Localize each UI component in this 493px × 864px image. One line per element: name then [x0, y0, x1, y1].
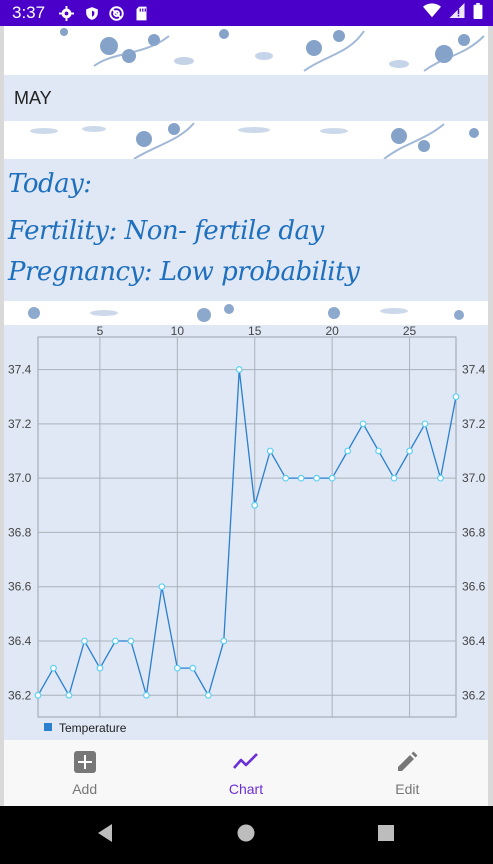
legend-swatch [44, 723, 52, 731]
data-point [175, 665, 181, 671]
pregnancy-status: Pregnancy: Low probability [8, 257, 359, 287]
data-point [252, 502, 258, 508]
nav-edit-label: Edit [395, 781, 419, 797]
data-point [267, 448, 273, 454]
data-point [159, 584, 165, 590]
fertility-status: Fertility: Non- fertile day [8, 216, 324, 246]
data-point [422, 421, 428, 427]
pencil-icon [395, 750, 419, 777]
legend-label: Temperature [59, 721, 127, 735]
x-tick-label: 25 [403, 325, 417, 338]
sd-card-icon [134, 6, 149, 21]
y-tick-label-right: 37.0 [462, 471, 486, 485]
y-tick-label-left: 37.0 [8, 471, 32, 485]
back-button[interactable] [85, 806, 125, 864]
x-tick-label: 10 [171, 325, 185, 338]
gear-icon [59, 6, 74, 21]
data-point [205, 692, 211, 698]
system-navigation-bar [0, 806, 493, 864]
data-point [113, 638, 119, 644]
y-tick-label-right: 36.8 [462, 525, 486, 539]
x-tick-label: 15 [248, 325, 262, 338]
no-signal-icon [449, 3, 465, 23]
data-point [97, 665, 103, 671]
nav-edit[interactable]: Edit [327, 740, 488, 806]
scroll-edge [488, 26, 493, 806]
y-tick-label-left: 36.2 [8, 688, 32, 702]
y-tick-label-left: 37.2 [8, 417, 32, 431]
y-tick-label-left: 36.4 [8, 634, 32, 648]
y-tick-label-left: 37.4 [8, 363, 32, 377]
data-point [82, 638, 88, 644]
data-point [283, 475, 289, 481]
temperature-chart[interactable]: 5 10 15 20 25 36.2 36.2 36.4 36.4 36.6 36.6 36.8 36.… [4, 325, 488, 740]
y-tick-label-left: 36.6 [8, 580, 32, 594]
floral-banner-middle [4, 121, 488, 159]
month-bar[interactable]: MAY [4, 75, 488, 121]
nav-add-label: Add [72, 781, 97, 797]
data-point [360, 421, 366, 427]
recents-button[interactable] [366, 806, 406, 864]
data-point [407, 448, 413, 454]
battery-icon [473, 3, 483, 24]
status-time: 3:37 [12, 3, 45, 23]
data-point [345, 448, 351, 454]
data-point [438, 475, 444, 481]
today-label: Today: [8, 169, 92, 199]
data-point [391, 475, 397, 481]
data-point [314, 475, 320, 481]
x-tick-label: 5 [97, 325, 104, 338]
fertility-info-panel: Today: Fertility: Non- fertile day Pregn… [4, 159, 488, 301]
bottom-navigation: Add Chart Edit [4, 740, 488, 806]
month-label: MAY [14, 88, 52, 109]
data-point [298, 475, 304, 481]
data-point [221, 638, 227, 644]
nav-chart[interactable]: Chart [165, 740, 326, 806]
home-button[interactable] [226, 806, 266, 864]
status-bar: 3:37 [0, 0, 493, 26]
y-tick-label-right: 36.4 [462, 634, 486, 648]
y-tick-label-right: 37.2 [462, 417, 486, 431]
home-circle-icon [236, 823, 256, 848]
data-point [35, 692, 41, 698]
plot-frame [38, 337, 456, 717]
data-point [66, 692, 72, 698]
add-box-icon [73, 750, 97, 777]
status-right-group [423, 0, 483, 26]
data-point [329, 475, 335, 481]
recents-square-icon [377, 824, 395, 847]
data-point [144, 692, 150, 698]
data-point [236, 367, 242, 373]
y-tick-label-left: 36.8 [8, 525, 32, 539]
shield-icon [84, 6, 99, 21]
x-tick-label: 20 [325, 325, 339, 338]
data-point [453, 394, 459, 400]
back-triangle-icon [96, 823, 114, 848]
data-point [190, 665, 196, 671]
data-point [51, 665, 57, 671]
floral-banner-top [4, 26, 488, 75]
at-sign-icon [109, 6, 124, 21]
nav-chart-label: Chart [229, 781, 263, 797]
data-point [128, 638, 134, 644]
chart-line-icon [233, 750, 259, 777]
y-tick-label-right: 36.6 [462, 580, 486, 594]
nav-add[interactable]: Add [4, 740, 165, 806]
chart-svg[interactable]: 5 10 15 20 25 36.2 36.2 36.4 36.4 36.6 36.6 36.8 36.… [4, 325, 488, 740]
floral-banner-bottom [4, 301, 488, 325]
y-tick-label-right: 36.2 [462, 688, 486, 702]
wifi-icon [423, 3, 441, 23]
y-tick-label-right: 37.4 [462, 363, 486, 377]
data-point [376, 448, 382, 454]
